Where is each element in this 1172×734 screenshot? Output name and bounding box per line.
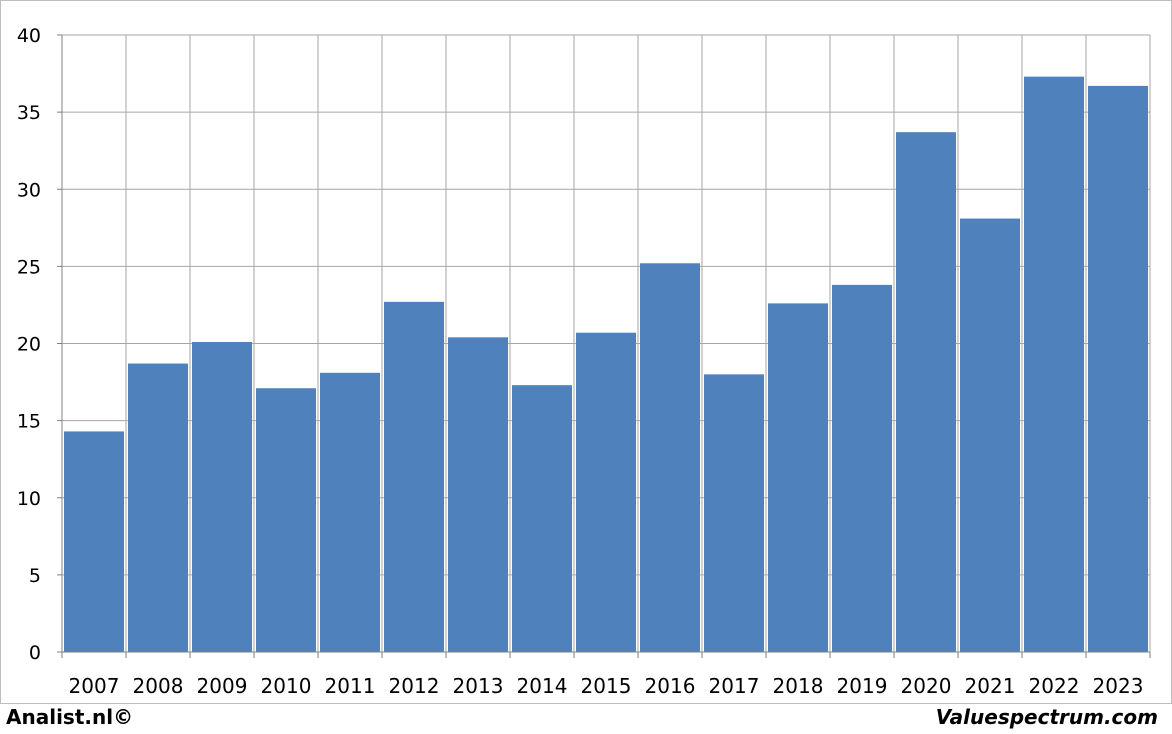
x-tick-label: 2010 (261, 674, 312, 698)
bar (384, 301, 444, 652)
x-tick-label: 2021 (965, 674, 1016, 698)
bar (192, 341, 252, 652)
x-tick-label: 2008 (133, 674, 184, 698)
y-tick-label: 10 (17, 488, 41, 510)
y-tick-label: 5 (29, 565, 41, 587)
x-tick-label: 2016 (645, 674, 696, 698)
chart-frame: 0 5 10 15 20 25 30 35 40 2007 2008 2009 2010 2011 2012… (0, 0, 1172, 704)
x-tick-label: 2014 (517, 674, 568, 698)
valuespectrum-brand: Valuespectrum.com (935, 705, 1158, 729)
x-tick-label: 2013 (453, 674, 504, 698)
bar (832, 284, 892, 652)
bar (1024, 76, 1084, 652)
bar (128, 363, 188, 652)
bar (960, 218, 1020, 652)
footer: Analist.nl© Valuespectrum.com (0, 703, 1172, 734)
bar (320, 372, 380, 652)
bar (448, 337, 508, 652)
x-tick-label: 2007 (69, 674, 120, 698)
bar (1088, 85, 1148, 653)
x-tick-label: 2012 (389, 674, 440, 698)
bar-chart: 0 5 10 15 20 25 30 35 40 2007 2008 2009 2010 2011 2012… (17, 25, 1151, 698)
y-tick-label: 40 (17, 25, 41, 47)
y-tick-label: 30 (17, 179, 41, 201)
x-tick-label: 2015 (581, 674, 632, 698)
x-tick-label: 2017 (709, 674, 760, 698)
x-tick-label: 2022 (1029, 674, 1080, 698)
y-tick-label: 35 (17, 102, 41, 124)
analist-brand: Analist.nl© (6, 705, 134, 729)
y-tick-label: 25 (17, 256, 41, 278)
x-tick-label: 2023 (1093, 674, 1144, 698)
y-tick-label: 15 (17, 411, 41, 433)
bar (704, 374, 764, 652)
x-tick-label: 2018 (773, 674, 824, 698)
x-tick-label: 2009 (197, 674, 248, 698)
bar (576, 332, 636, 652)
bar (64, 431, 124, 652)
x-tick-label: 2011 (325, 674, 376, 698)
x-tick-label: 2020 (901, 674, 952, 698)
bar (768, 303, 828, 652)
x-tick-label: 2019 (837, 674, 888, 698)
bar (256, 388, 316, 652)
y-tick-label: 20 (17, 334, 41, 356)
bar (512, 385, 572, 652)
bar (896, 132, 956, 653)
y-tick-label: 0 (29, 642, 41, 664)
bar (640, 263, 700, 652)
